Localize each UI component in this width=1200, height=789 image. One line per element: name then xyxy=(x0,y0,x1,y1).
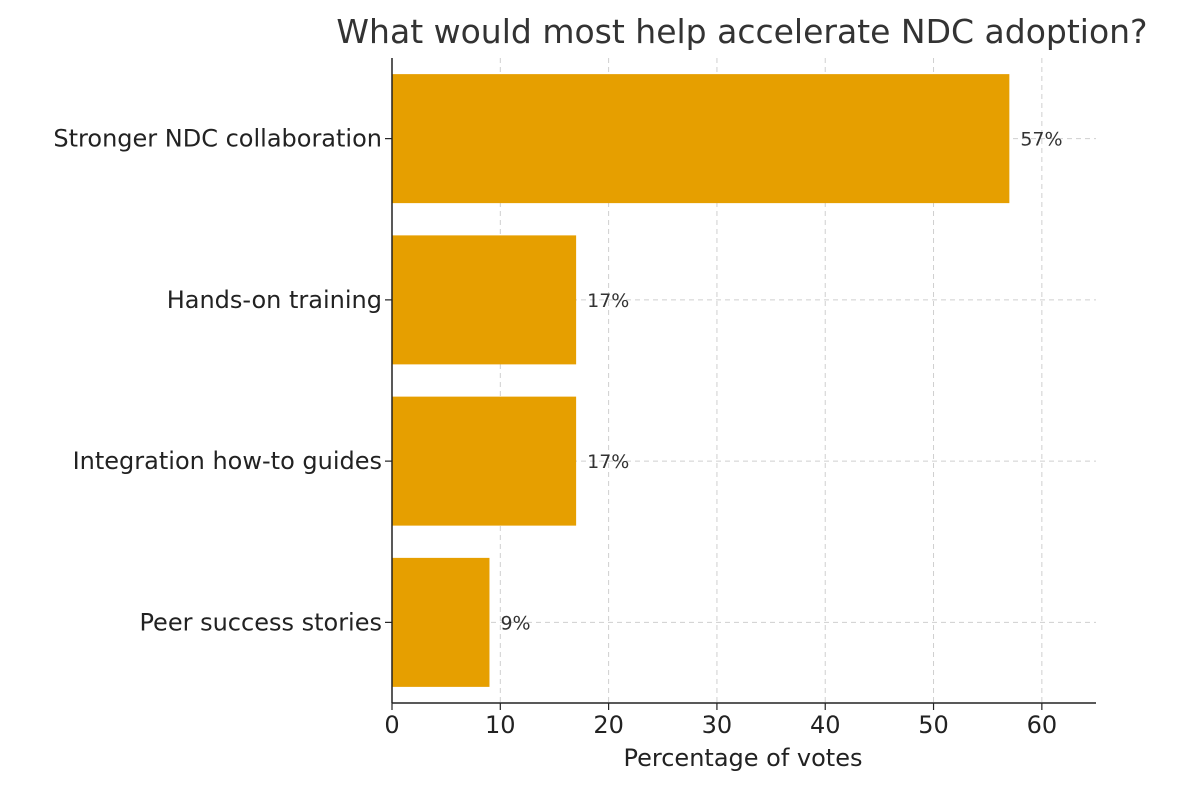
x-axis-title: Percentage of votes xyxy=(624,744,863,772)
data-label: 57% xyxy=(1020,129,1062,151)
x-tick-label: 30 xyxy=(702,711,733,739)
axes: 0 10 20 30 40 50 60 xyxy=(384,58,1096,739)
bar xyxy=(392,557,490,687)
bars xyxy=(392,74,1010,687)
x-tick-label: 20 xyxy=(593,711,624,739)
bar xyxy=(392,396,577,526)
chart-title: What would most help accelerate NDC adop… xyxy=(336,12,1147,51)
x-tick-label: 40 xyxy=(810,711,841,739)
x-tick-label: 0 xyxy=(384,711,399,739)
x-tick-label: 10 xyxy=(485,711,516,739)
bar xyxy=(392,74,1010,204)
data-label: 17% xyxy=(587,451,629,473)
bar xyxy=(392,235,577,365)
category-label: Hands-on training xyxy=(167,286,382,314)
category-label: Peer success stories xyxy=(139,608,382,636)
x-tick-label: 60 xyxy=(1027,711,1058,739)
category-label: Stronger NDC collaboration xyxy=(53,125,382,153)
data-label: 9% xyxy=(500,612,530,634)
x-tick-label: 50 xyxy=(918,711,949,739)
category-label: Integration how-to guides xyxy=(73,447,382,475)
labels: Stronger NDC collaboration 57% Hands-on tr… xyxy=(53,125,1062,637)
data-label: 17% xyxy=(587,290,629,312)
